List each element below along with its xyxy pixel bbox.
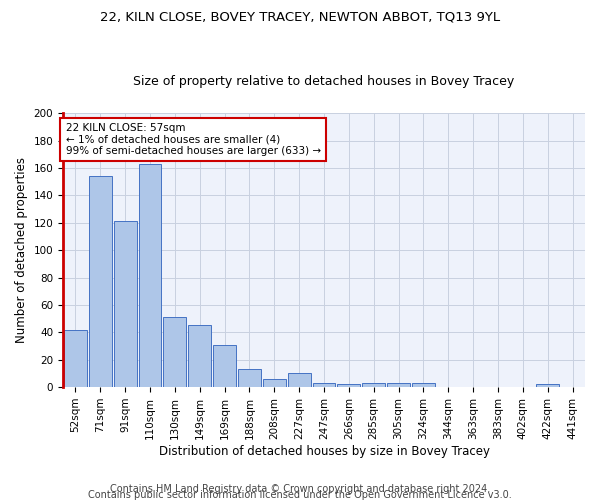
Bar: [114, 222, 137, 387]
Text: Contains public sector information licensed under the Open Government Licence v3: Contains public sector information licen…: [88, 490, 512, 500]
Text: 22 KILN CLOSE: 57sqm
← 1% of detached houses are smaller (4)
99% of semi-detache: 22 KILN CLOSE: 57sqm ← 1% of detached ho…: [65, 123, 321, 156]
Bar: [387, 383, 410, 387]
Bar: [412, 383, 435, 387]
Title: Size of property relative to detached houses in Bovey Tracey: Size of property relative to detached ho…: [133, 76, 515, 88]
Text: 22, KILN CLOSE, BOVEY TRACEY, NEWTON ABBOT, TQ13 9YL: 22, KILN CLOSE, BOVEY TRACEY, NEWTON ABB…: [100, 10, 500, 23]
Bar: [313, 383, 335, 387]
Bar: [89, 176, 112, 387]
Bar: [163, 318, 187, 387]
Bar: [263, 379, 286, 387]
Bar: [337, 384, 361, 387]
Bar: [213, 344, 236, 387]
Bar: [238, 370, 261, 387]
Bar: [362, 383, 385, 387]
Bar: [188, 326, 211, 387]
Bar: [288, 374, 311, 387]
Y-axis label: Number of detached properties: Number of detached properties: [15, 157, 28, 343]
Bar: [64, 330, 87, 387]
X-axis label: Distribution of detached houses by size in Bovey Tracey: Distribution of detached houses by size …: [158, 444, 490, 458]
Text: Contains HM Land Registry data © Crown copyright and database right 2024.: Contains HM Land Registry data © Crown c…: [110, 484, 490, 494]
Bar: [536, 384, 559, 387]
Bar: [139, 164, 161, 387]
